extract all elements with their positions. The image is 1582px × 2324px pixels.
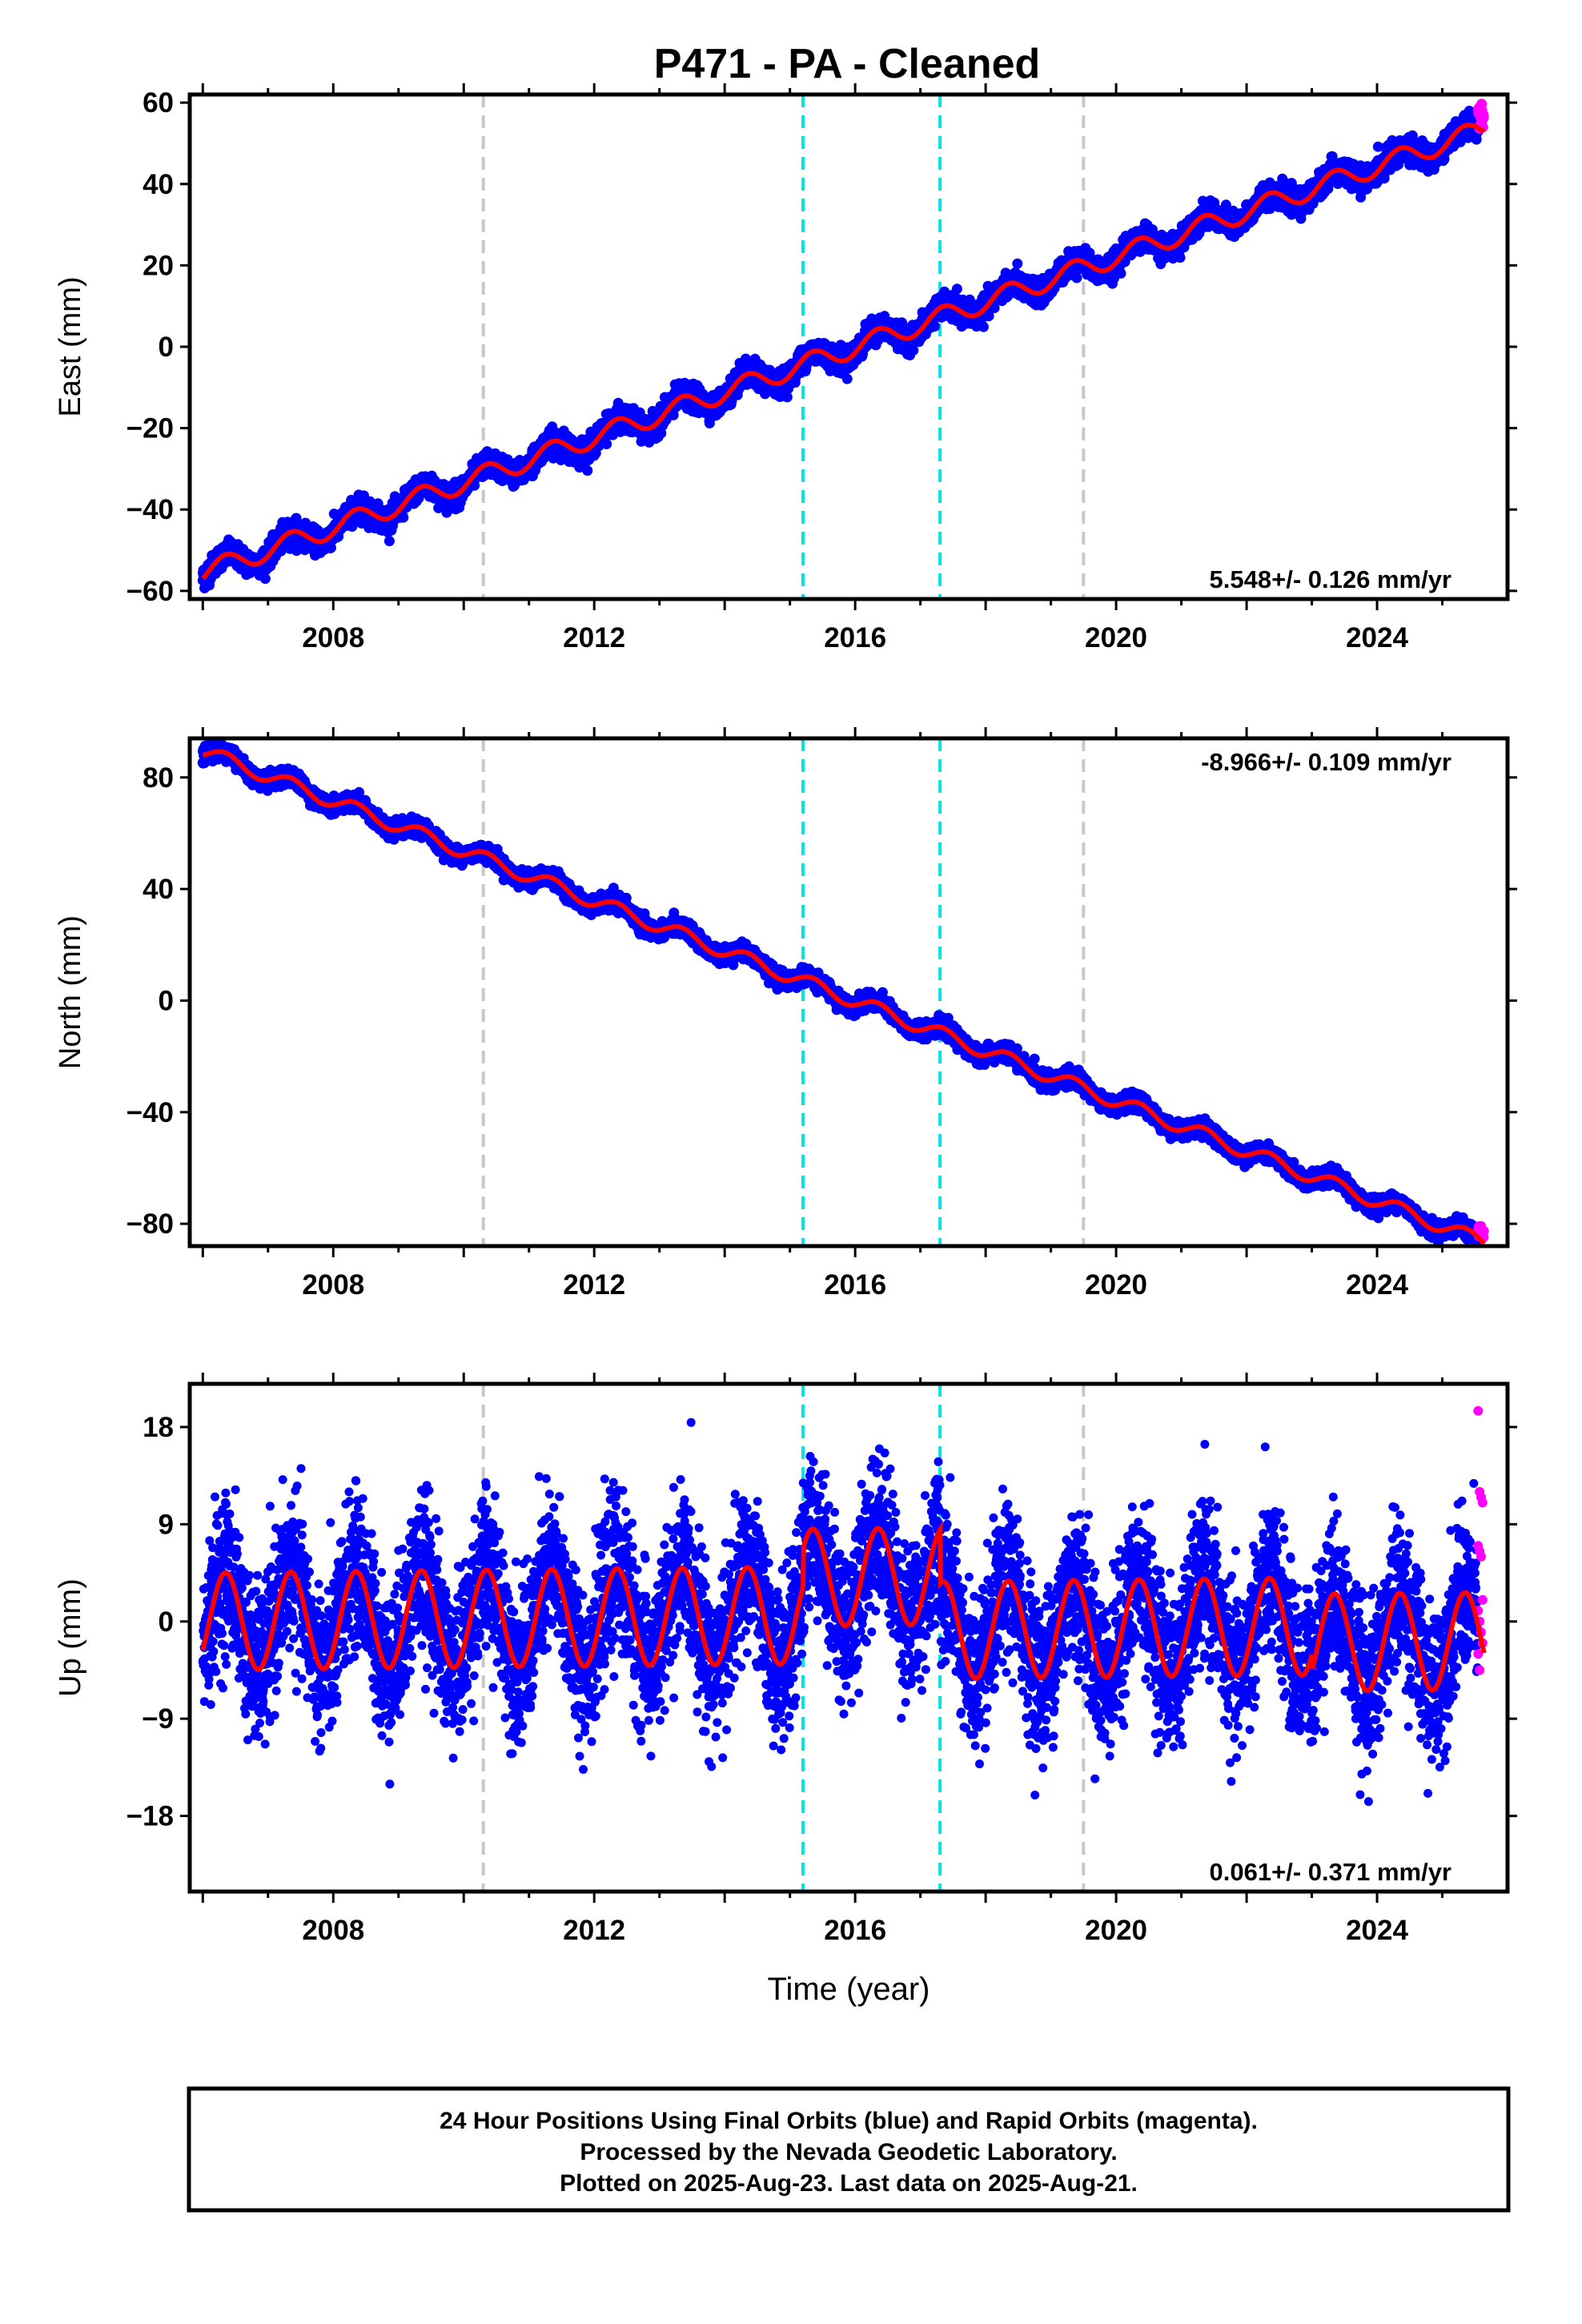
final-orbit-point <box>1071 272 1082 283</box>
final-orbit-point <box>398 512 409 523</box>
figure-title: P471 - PA - Cleaned <box>654 41 1041 87</box>
final-orbit-point <box>582 465 593 476</box>
final-orbit-point <box>978 321 989 332</box>
final-orbit-point <box>951 283 962 295</box>
final-orbit-point <box>601 439 612 449</box>
final-orbit-point <box>259 573 271 585</box>
final-orbit-point <box>326 542 336 553</box>
final-orbit-point <box>930 321 940 332</box>
final-orbit-point <box>1012 258 1023 269</box>
final-orbit-point <box>841 373 853 384</box>
final-orbit-point <box>383 536 395 547</box>
